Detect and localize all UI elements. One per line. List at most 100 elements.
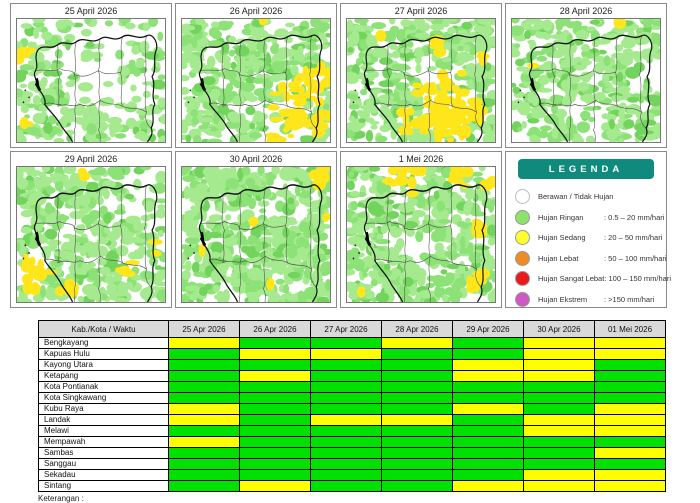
forecast-cell: [310, 480, 382, 492]
forecast-cell: [523, 458, 595, 470]
forecast-cell: [381, 381, 453, 393]
forecast-table-head: Kab./Kota / Waktu 25 Apr 2026 26 Apr 2026 2…: [38, 320, 666, 338]
legend-value: : 0.5 – 20 mm/hari: [604, 212, 665, 222]
forecast-cell: [310, 447, 382, 459]
forecast-cell: [452, 425, 524, 437]
forecast-cell: [310, 337, 382, 349]
forecast-cell: [239, 381, 311, 393]
forecast-cell: [239, 337, 311, 349]
rainfall-map: [346, 18, 496, 143]
forecast-cell: [168, 458, 240, 470]
forecast-cell: [381, 469, 453, 481]
forecast-cell: [523, 447, 595, 459]
map-panel-26-april: 26 April 2026: [175, 3, 337, 148]
forecast-cell: [239, 447, 311, 459]
forecast-cell: [452, 359, 524, 371]
legend-value: : 50 – 100 mm/hari: [604, 253, 667, 263]
map-panel-title: 27 April 2026: [394, 6, 448, 16]
forecast-cell: [168, 381, 240, 393]
region-name-cell: Kota Pontianak: [38, 381, 169, 393]
forecast-cell: [381, 392, 453, 404]
table-row: Kayong Utara: [38, 359, 666, 371]
legend-item: Hujan Ekstrem : >150 mm/hari: [515, 291, 659, 307]
forecast-cell: [168, 414, 240, 426]
forecast-cell: [310, 414, 382, 426]
legend-item: Hujan Lebat: 50 – 100 mm/hari: [515, 250, 667, 266]
table-row: Mempawah: [38, 436, 666, 448]
legend-value: : 20 – 50 mm/hari: [604, 233, 663, 242]
forecast-cell: [239, 469, 311, 481]
region-name-cell: Kota Singkawang: [38, 392, 169, 404]
forecast-cell: [310, 381, 382, 393]
forecast-cell: [594, 403, 666, 415]
forecast-cell: [452, 469, 524, 481]
table-row: Kota Singkawang: [38, 392, 666, 404]
table-row: Sintang: [38, 480, 666, 492]
region-name-cell: Sintang: [38, 480, 169, 492]
forecast-cell: [168, 447, 240, 459]
rainfall-map: [16, 18, 166, 143]
date-column-header: 30 Apr 2026: [523, 320, 595, 338]
forecast-cell: [239, 425, 311, 437]
region-column-header: Kab./Kota / Waktu: [38, 320, 169, 338]
map-panel-title: 29 April 2026: [64, 154, 118, 164]
legend-item: Hujan Ringan: 0.5 – 20 mm/hari: [515, 209, 664, 225]
legend-item: Hujan Sedang: 20 – 50 mm/hari: [515, 230, 663, 245]
legend-title: LEGENDA: [518, 159, 654, 179]
forecast-cell: [168, 359, 240, 371]
map-panel-title: 25 April 2026: [64, 6, 118, 16]
table-row: Kubu Raya: [38, 403, 666, 415]
forecast-cell: [452, 403, 524, 415]
forecast-cell: [452, 480, 524, 492]
forecast-cell: [594, 447, 666, 459]
legend-label: Hujan Sangat Lebat: [538, 274, 605, 283]
forecast-cell: [239, 392, 311, 404]
table-row: Landak: [38, 414, 666, 426]
forecast-cell: [168, 425, 240, 437]
rainfall-map: [181, 166, 331, 303]
forecast-cell: [523, 403, 595, 415]
forecast-cell: [594, 370, 666, 382]
date-column-header: 28 Apr 2026: [381, 320, 453, 338]
region-name-cell: Ketapang: [38, 370, 169, 382]
forecast-cell: [523, 359, 595, 371]
legend-item: Hujan Sangat Lebat: 100 – 150 mm/hari: [515, 271, 671, 286]
table-row: Ketapang: [38, 370, 666, 382]
legend-value: : 100 – 150 mm/hari: [604, 274, 672, 283]
legend-value: : >150 mm/hari: [604, 294, 655, 304]
forecast-cell: [523, 392, 595, 404]
legend-swatch-icon: [515, 250, 530, 266]
date-column-header: 29 Apr 2026: [452, 320, 524, 338]
legend-label: Hujan Ekstrem: [538, 294, 588, 304]
forecast-cell: [452, 436, 524, 448]
forecast-cell: [452, 414, 524, 426]
forecast-cell: [239, 359, 311, 371]
region-name-cell: Landak: [38, 414, 169, 426]
date-column-header: 01 Mei 2026: [594, 320, 666, 338]
forecast-cell: [523, 381, 595, 393]
region-name-cell: Sanggau: [38, 458, 169, 470]
forecast-cell: [168, 370, 240, 382]
forecast-cell: [594, 337, 666, 349]
map-panel-title: 1 Mei 2026: [398, 154, 444, 164]
forecast-cell: [594, 414, 666, 426]
map-panel-title: 26 April 2026: [229, 6, 283, 16]
table-row: Melawi: [38, 425, 666, 437]
rainfall-map: [511, 18, 661, 143]
forecast-cell: [168, 469, 240, 481]
table-row: Sambas: [38, 447, 666, 459]
forecast-cell: [310, 392, 382, 404]
forecast-cell: [381, 447, 453, 459]
forecast-cell: [381, 370, 453, 382]
table-row: Sanggau: [38, 458, 666, 470]
legend-item: Berawan / Tidak Hujan: [515, 189, 659, 204]
forecast-cell: [239, 403, 311, 415]
forecast-cell: [381, 458, 453, 470]
forecast-cell: [381, 348, 453, 360]
region-name-cell: Mempawah: [38, 436, 169, 448]
forecast-cell: [381, 337, 453, 349]
forecast-cell: [168, 348, 240, 360]
region-name-cell: Bengkayang: [38, 337, 169, 349]
forecast-cell: [594, 458, 666, 470]
forecast-cell: [381, 403, 453, 415]
